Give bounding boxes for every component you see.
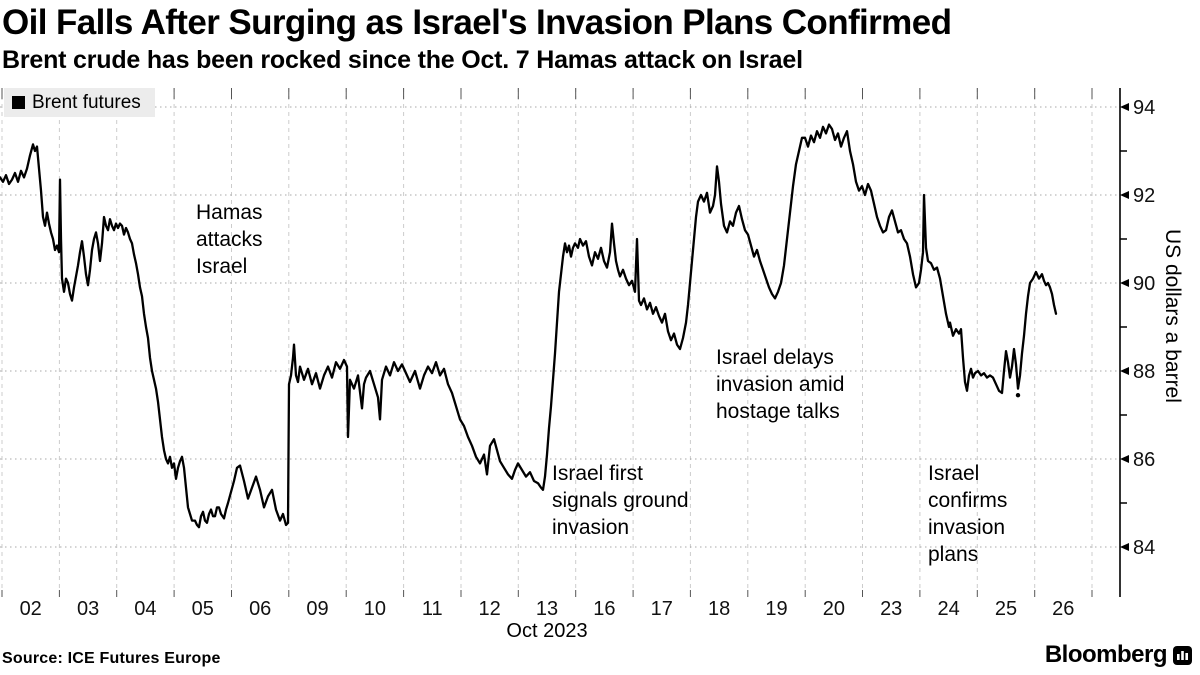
bloomberg-logo: Bloomberg [1045, 641, 1192, 669]
svg-text:20: 20 [823, 598, 845, 620]
svg-text:18: 18 [708, 598, 730, 620]
svg-text:17: 17 [651, 598, 673, 620]
bloomberg-wordmark: Bloomberg [1044, 641, 1168, 668]
legend: Brent futures [4, 88, 155, 117]
chart-annotation-signals: Israel first signals ground invasion [552, 462, 689, 539]
svg-text:26: 26 [1052, 598, 1074, 620]
svg-text:11: 11 [422, 598, 443, 620]
svg-text:94: 94 [1133, 97, 1155, 119]
svg-text:12: 12 [478, 598, 500, 620]
svg-text:13: 13 [536, 598, 558, 620]
svg-text:04: 04 [134, 598, 156, 620]
svg-text:88: 88 [1133, 361, 1155, 383]
svg-text:05: 05 [192, 598, 214, 620]
legend-swatch-icon [12, 96, 25, 109]
bloomberg-chart-icon [1173, 645, 1192, 665]
svg-text:16: 16 [593, 598, 615, 620]
svg-text:19: 19 [765, 598, 787, 620]
svg-text:86: 86 [1133, 449, 1155, 471]
svg-text:25: 25 [995, 598, 1017, 620]
page-title: Oil Falls After Surging as Israel's Inva… [2, 3, 952, 42]
svg-text:90: 90 [1133, 273, 1155, 295]
source-credit: Source: ICE Futures Europe [2, 650, 221, 667]
chart-annotation-hamas: Hamas attacks Israel [196, 201, 263, 278]
plot-svg: 94 92 90 88 86 84 02 03 04 05 06 09 10 11 12 13 16 17 18 19… [0, 88, 1155, 620]
x-axis-month-label: Oct 2023 [506, 620, 588, 642]
svg-text:84: 84 [1133, 537, 1155, 559]
svg-text:06: 06 [249, 598, 271, 620]
svg-text:03: 03 [77, 598, 99, 620]
legend-label: Brent futures [32, 91, 141, 113]
page-subtitle: Brent crude has been rocked since the Oc… [2, 46, 803, 74]
svg-text:02: 02 [20, 598, 42, 620]
chart-annotation-delays: Israel delays invasion amid hostage talk… [716, 346, 845, 423]
svg-text:10: 10 [364, 598, 386, 620]
chart-annotation-confirms: Israel confirms invasion plans [928, 462, 1008, 566]
y-axis-title: US dollars a barrel [1161, 229, 1184, 403]
svg-text:09: 09 [306, 598, 328, 620]
svg-text:24: 24 [937, 598, 959, 620]
svg-text:92: 92 [1133, 185, 1155, 207]
svg-text:23: 23 [880, 598, 902, 620]
